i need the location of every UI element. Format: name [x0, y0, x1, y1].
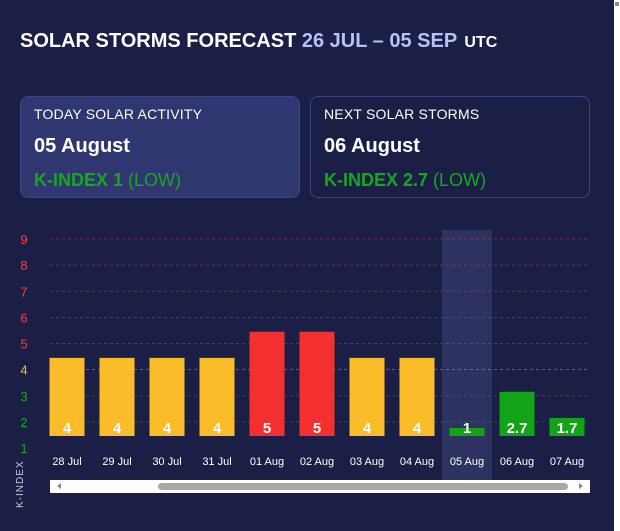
- x-tick-label: 30 Jul: [152, 456, 181, 468]
- bar: [549, 417, 585, 436]
- today-k-index: K-INDEX 1 (LOW): [34, 170, 286, 191]
- y-tick-label: 6: [20, 310, 27, 325]
- today-card-label: TODAY SOLAR ACTIVITY: [34, 106, 203, 122]
- timezone-label: UTC: [464, 34, 498, 51]
- x-tick-label: 29 Jul: [102, 456, 131, 468]
- next-storms-card: NEXT SOLAR STORMS 06 August K-INDEX 2.7 …: [310, 96, 590, 198]
- bar: [199, 357, 235, 436]
- bar-value-label: 4: [413, 420, 422, 437]
- bar-value-label: 5: [313, 420, 321, 437]
- bar: [249, 331, 285, 436]
- x-tick-label: 04 Aug: [400, 456, 434, 468]
- bar-value-label: 4: [163, 420, 172, 437]
- today-k-index-value: K-INDEX 1: [34, 170, 124, 190]
- next-card-date: 06 August: [324, 135, 420, 157]
- window-edge: [614, 0, 620, 531]
- next-k-index-level: (LOW): [433, 170, 487, 190]
- bar: [99, 357, 135, 436]
- y-axis-title: K-INDEX: [15, 460, 26, 508]
- window-edge-marker: [615, 2, 619, 6]
- y-tick-label: 8: [20, 258, 27, 273]
- y-tick-label: 9: [20, 232, 27, 247]
- bar-value-label: 4: [363, 420, 372, 437]
- bar-value-label: 2.7: [507, 420, 528, 437]
- bar: [399, 357, 435, 436]
- y-tick-label: 5: [20, 337, 27, 352]
- y-tick-label: 2: [20, 415, 27, 430]
- page-title: SOLAR STORMS FORECAST 26 JUL – 05 SEP UT…: [20, 30, 497, 53]
- highlight-column: [442, 230, 492, 480]
- bar-value-label: 4: [213, 420, 222, 437]
- scrollbar-thumb[interactable]: [158, 483, 568, 490]
- k-index-bar-chart[interactable]: 1 2 3 4 5 6 7 8 9 4 28 Jul 4 29 Jul 4 30 Jul 4 31 Jul 5 01…: [0, 220, 600, 480]
- scroll-right-arrow-icon[interactable]: [579, 483, 583, 489]
- next-k-index-value: K-INDEX 2.7: [324, 170, 429, 190]
- y-tick-label: 4: [20, 363, 27, 378]
- bar-value-label: 4: [63, 420, 72, 437]
- bar: [349, 357, 385, 436]
- today-card-date: 05 August: [34, 135, 130, 157]
- date-range: 26 JUL – 05 SEP: [301, 30, 457, 52]
- bar: [49, 357, 85, 436]
- bar: [149, 357, 185, 436]
- x-tick-label: 02 Aug: [300, 456, 334, 468]
- chart-horizontal-scrollbar[interactable]: [50, 480, 590, 493]
- x-tick-label: 01 Aug: [250, 456, 284, 468]
- x-tick-label: 06 Aug: [500, 456, 534, 468]
- bar: [299, 331, 335, 436]
- x-tick-label: 03 Aug: [350, 456, 384, 468]
- next-k-index: K-INDEX 2.7 (LOW): [324, 170, 576, 191]
- x-tick-label: 05 Aug: [450, 456, 484, 468]
- bar: [449, 428, 485, 436]
- bar-value-label: 1: [463, 420, 471, 437]
- title-text: SOLAR STORMS FORECAST: [20, 30, 297, 52]
- next-card-label: NEXT SOLAR STORMS: [324, 106, 480, 122]
- bar-value-label: 1.7: [557, 420, 578, 437]
- scroll-left-arrow-icon[interactable]: [57, 483, 61, 489]
- bar-value-label: 4: [113, 420, 122, 437]
- bar-value-label: 5: [263, 420, 271, 437]
- bar: [499, 391, 535, 436]
- today-activity-card: TODAY SOLAR ACTIVITY 05 August K-INDEX 1…: [20, 96, 300, 198]
- x-tick-label: 28 Jul: [52, 456, 81, 468]
- y-tick-label: 3: [20, 389, 27, 404]
- today-k-index-level: (LOW): [128, 170, 182, 190]
- y-tick-label: 1: [20, 441, 27, 456]
- y-tick-label: 7: [20, 284, 27, 299]
- x-tick-label: 31 Jul: [202, 456, 231, 468]
- x-tick-label: 07 Aug: [550, 456, 584, 468]
